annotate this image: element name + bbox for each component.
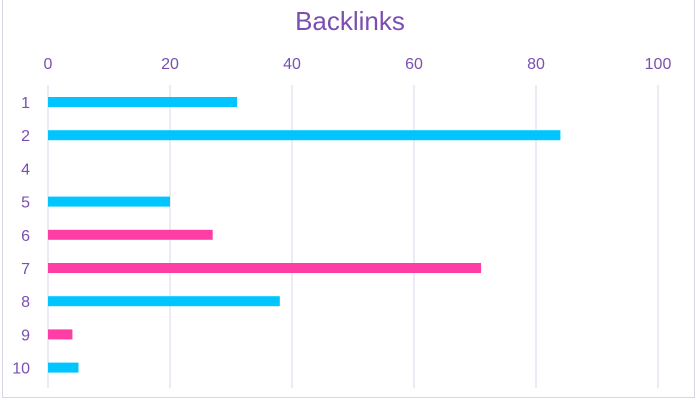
x-tick-label: 0 [44,56,53,73]
y-tick-label: 4 [21,161,30,178]
bar [48,229,213,240]
bar [48,196,170,207]
x-tick-label: 60 [405,56,423,73]
x-tick-label: 100 [645,56,672,73]
x-tick-label: 40 [283,56,301,73]
y-tick-label: 7 [21,261,30,278]
x-tick-label: 20 [161,56,179,73]
y-tick-label: 5 [21,195,30,212]
bar [48,329,73,340]
y-tick-label: 6 [21,228,30,245]
y-tick-label: 2 [21,128,30,145]
y-tick-label: 1 [21,95,30,112]
chart-title: Backlinks [295,6,405,36]
y-tick-label: 10 [12,361,30,378]
bar [48,97,238,107]
bar [48,362,79,373]
x-tick-label: 80 [527,56,545,73]
bar [48,263,482,273]
y-tick-label: 9 [21,327,30,344]
bar [48,130,561,141]
bar [48,296,280,307]
y-tick-label: 8 [21,294,30,311]
